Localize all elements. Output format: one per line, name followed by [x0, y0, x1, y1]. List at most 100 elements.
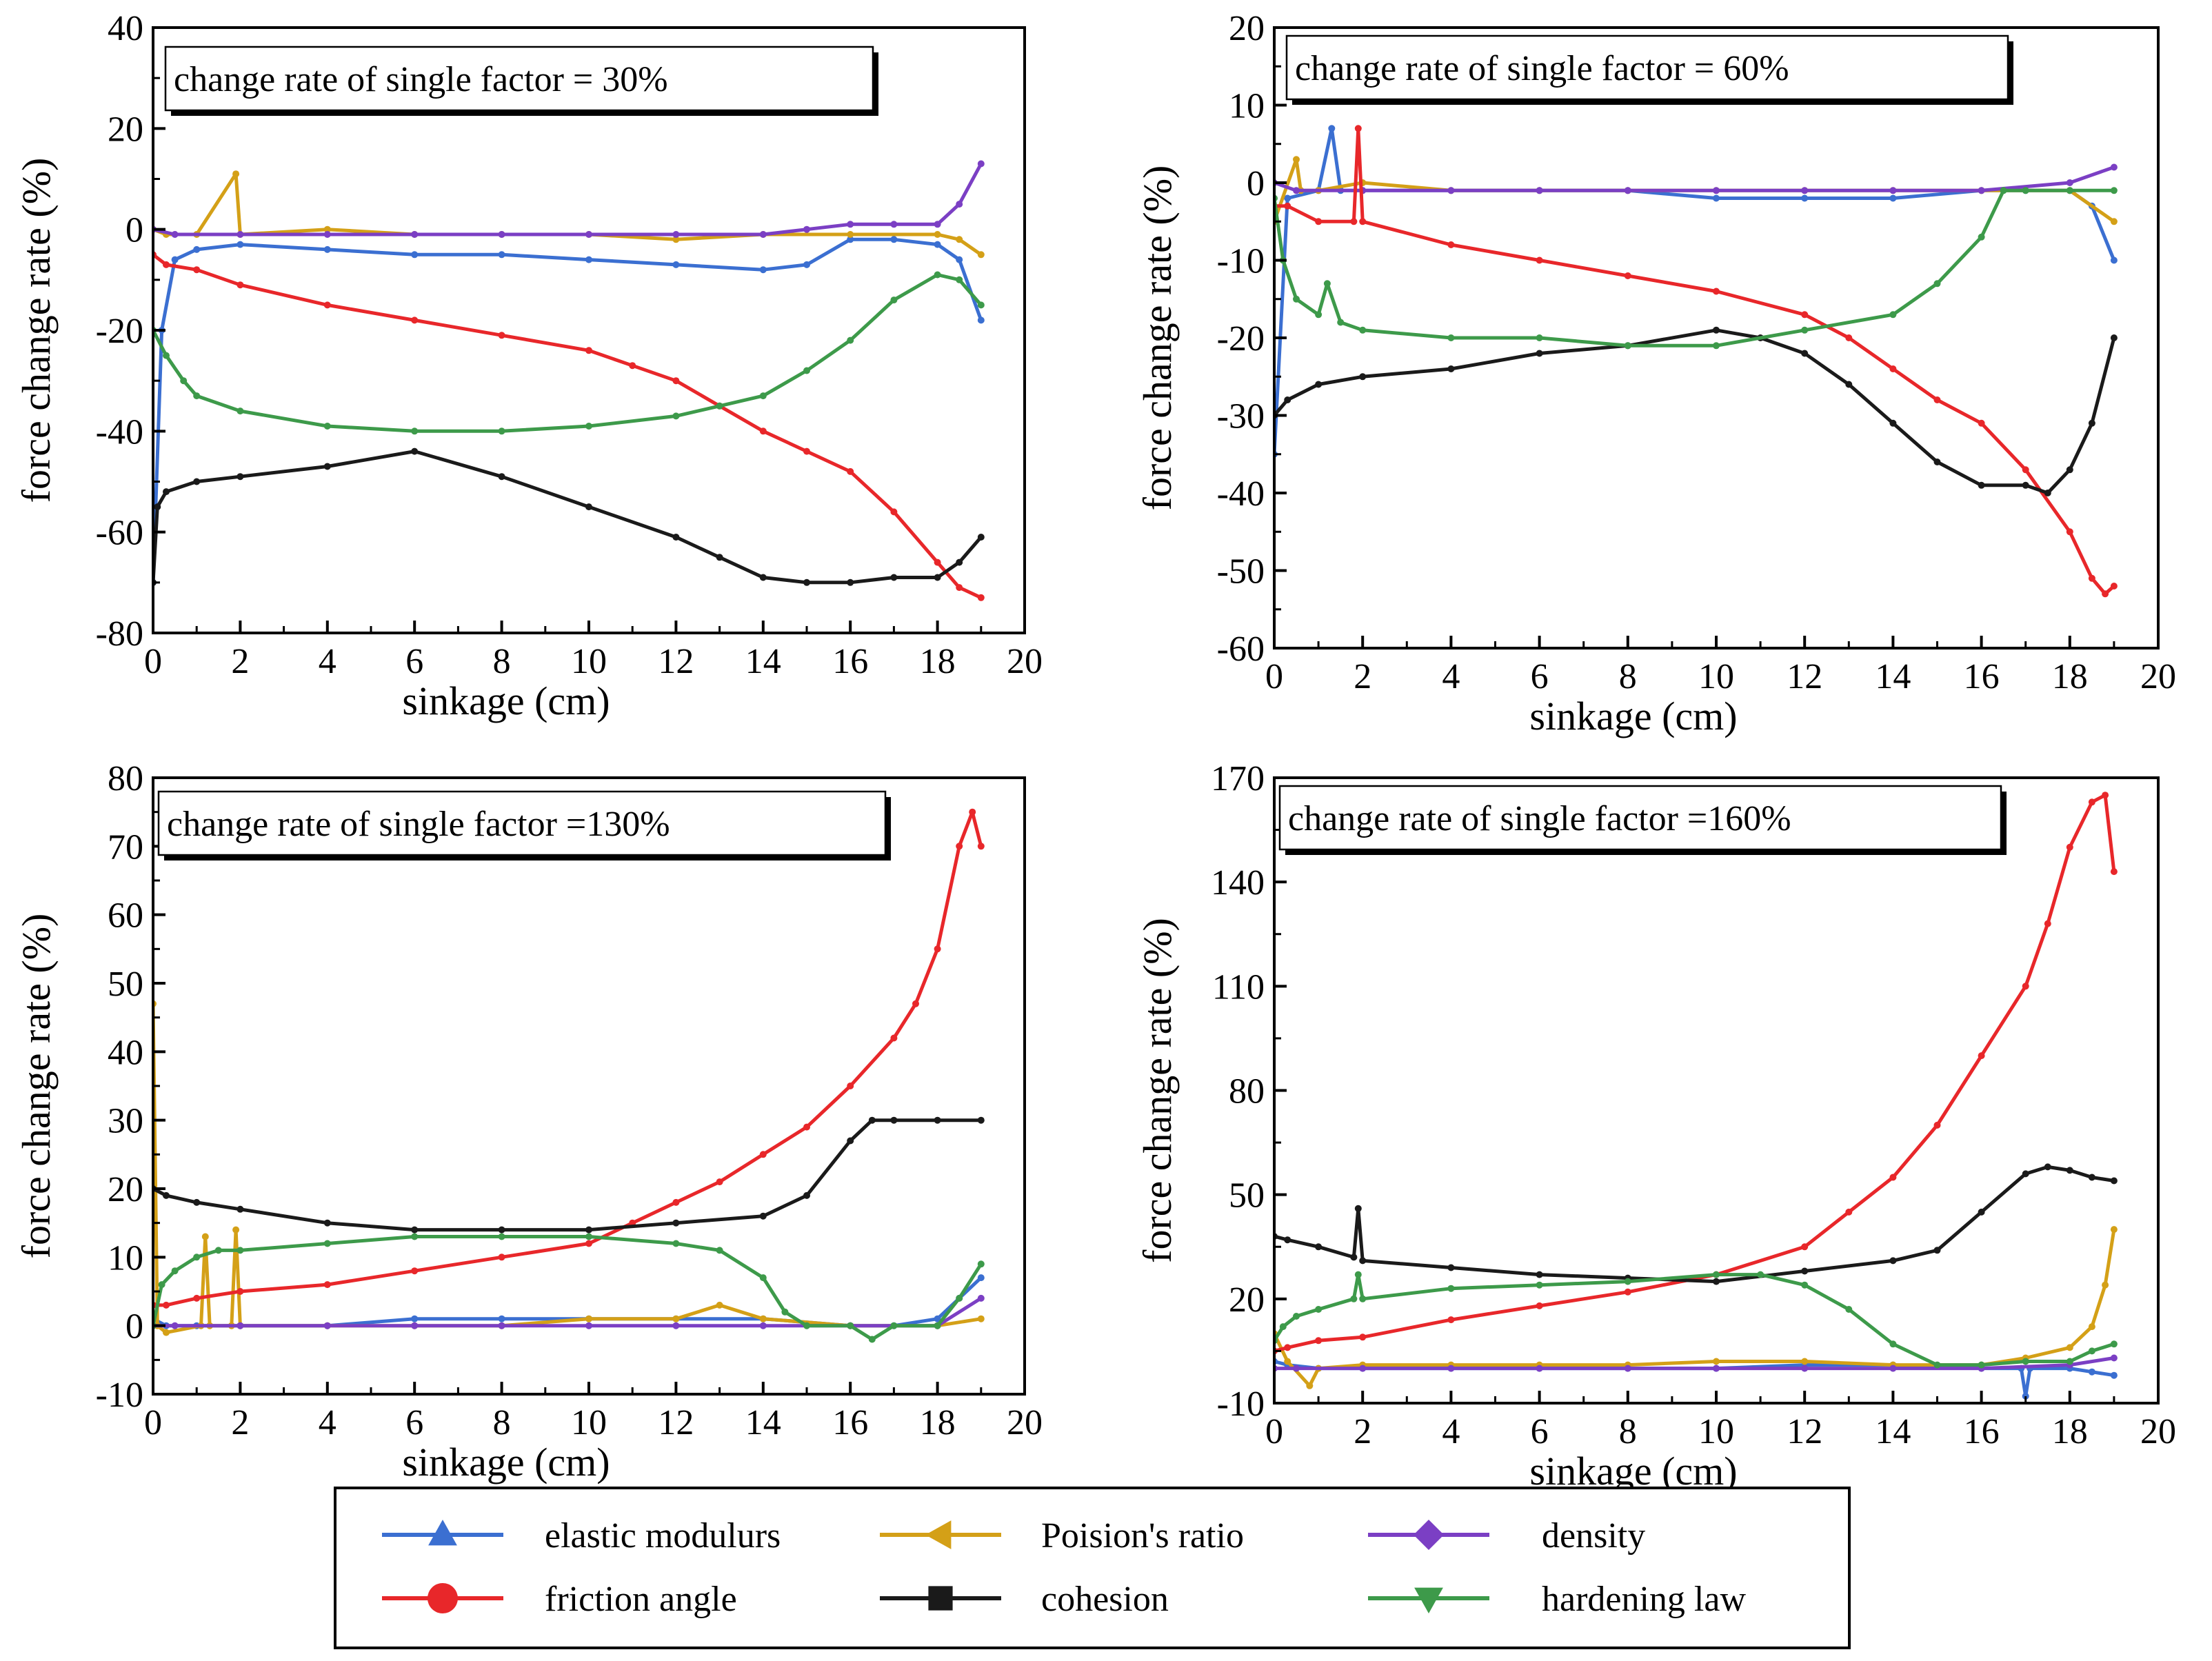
legend-item-cohesion: cohesion	[880, 1580, 1169, 1619]
data-point-density	[977, 160, 985, 168]
data-point-poision-s-ratio	[2110, 218, 2118, 225]
data-point-elastic-modulurs	[847, 236, 854, 243]
annotation-text: change rate of single factor = 30%	[174, 60, 668, 99]
data-point-friction-angle	[1359, 1333, 1367, 1341]
x-tick-label: 6	[1531, 1412, 1549, 1451]
data-point-elastic-modulurs	[2088, 1368, 2095, 1376]
data-point-poision-s-ratio	[977, 251, 985, 259]
data-point-friction-angle	[1536, 1302, 1543, 1309]
data-point-density	[498, 231, 505, 238]
annotation-box: change rate of single factor = 30%	[164, 46, 878, 116]
series-line-hardening-law	[1274, 188, 2114, 348]
y-tick-label: 60	[108, 896, 143, 936]
series-line-friction-angle	[1274, 793, 2116, 1353]
data-point-hardening-law	[890, 1322, 898, 1329]
y-tick-label: 170	[1211, 759, 1265, 798]
y-tick-label: 20	[108, 110, 143, 149]
data-point-cohesion	[934, 1116, 941, 1124]
data-point-density	[1536, 187, 1543, 194]
chart-panel-4: 0 2 4 6 8 10 12 14 16 18 20 -10 20 50 80 110 140 170 sinka…	[1135, 759, 2176, 1493]
data-point-cohesion	[1284, 396, 1291, 403]
data-point-cohesion	[498, 473, 505, 481]
data-point-cohesion	[411, 1226, 419, 1234]
y-tick-label: -20	[1217, 319, 1265, 359]
data-point-poision-s-ratio	[1293, 156, 1300, 163]
data-point-elastic-modulurs	[977, 1274, 985, 1282]
x-axis-title: sinkage (cm)	[402, 678, 610, 723]
data-point-cohesion	[1315, 381, 1323, 388]
charts-layer: 0 2 4 6 8 10 12 14 16 18 20-80-60-40-2002040sinkag…	[14, 9, 2176, 1493]
plot-frame	[152, 776, 1026, 1396]
data-point-friction-angle	[1978, 1052, 1985, 1060]
x-tick-label: 16	[1964, 657, 2000, 696]
data-point-cohesion	[1350, 1254, 1358, 1261]
data-point-hardening-law	[2066, 187, 2073, 194]
x-tick-label: 12	[658, 1403, 694, 1442]
data-point-friction-angle	[2066, 528, 2073, 536]
data-point-cohesion	[1933, 1247, 1941, 1254]
data-point-cohesion	[498, 1226, 505, 1234]
data-point-friction-angle	[847, 467, 854, 475]
data-point-density	[2066, 179, 2073, 186]
data-point-hardening-law	[977, 301, 985, 309]
data-point-elastic-modulurs	[411, 251, 419, 259]
data-point-friction-angle	[163, 261, 170, 268]
y-tick-label: 80	[1229, 1072, 1265, 1111]
data-point-cohesion	[1889, 419, 1897, 427]
data-point-cohesion	[163, 488, 170, 496]
data-point-density	[323, 1322, 331, 1329]
legend: elastic modulurs Poision's ratio density fr…	[334, 1487, 1851, 1649]
triangle-up-icon	[428, 1520, 457, 1546]
data-point-elastic-modulurs	[193, 245, 201, 253]
data-point-cohesion	[2110, 1177, 2118, 1185]
data-point-friction-angle	[411, 1267, 419, 1275]
x-tick-label: 2	[1354, 657, 1371, 696]
data-point-friction-angle	[912, 1000, 919, 1007]
data-point-density	[171, 1322, 179, 1329]
series-line-density	[153, 1296, 983, 1328]
data-point-density	[1713, 1365, 1720, 1372]
y-axis-title: force change rate (%)	[1135, 165, 1180, 511]
data-point-density	[1447, 1365, 1455, 1372]
legend-label: friction angle	[545, 1580, 737, 1619]
series-group	[153, 160, 985, 601]
data-point-friction-angle	[1536, 256, 1543, 264]
data-point-cohesion	[193, 478, 201, 485]
data-point-friction-angle	[498, 1254, 505, 1261]
data-point-friction-angle	[585, 347, 592, 354]
data-point-elastic-modulurs	[1328, 125, 1336, 132]
y-tick-label: -40	[96, 412, 143, 452]
data-point-cohesion	[2022, 1170, 2029, 1178]
data-point-friction-angle	[323, 301, 331, 309]
legend-label: density	[1542, 1516, 1645, 1556]
data-point-friction-angle	[716, 1178, 723, 1186]
data-point-hardening-law	[1713, 1271, 1720, 1278]
data-point-friction-angle	[498, 332, 505, 339]
x-tick-label: 4	[1442, 1412, 1460, 1451]
data-point-density	[1624, 1365, 1631, 1372]
data-point-poision-s-ratio	[201, 1233, 209, 1240]
data-point-hardening-law	[1354, 1271, 1362, 1278]
data-point-cohesion	[154, 503, 161, 511]
data-point-cohesion	[1845, 381, 1853, 388]
x-tick-label: 6	[1531, 657, 1549, 696]
data-point-friction-angle	[1359, 218, 1367, 225]
data-point-hardening-law	[1801, 1281, 1809, 1289]
data-point-cohesion	[1447, 365, 1455, 372]
data-point-friction-angle	[2022, 983, 2029, 990]
data-point-friction-angle	[969, 808, 976, 816]
data-point-friction-angle	[1447, 1316, 1455, 1324]
data-point-hardening-law	[2022, 187, 2029, 194]
data-point-density	[498, 1322, 505, 1329]
x-tick-label: 20	[1007, 642, 1043, 681]
x-tick-label: 0	[1265, 657, 1283, 696]
data-point-hardening-law	[1624, 342, 1631, 350]
data-point-cohesion	[585, 1226, 592, 1234]
data-point-hardening-law	[759, 1274, 767, 1282]
data-point-hardening-law	[1359, 326, 1367, 334]
y-axis-title: force change rate (%)	[1135, 918, 1180, 1263]
legend-label: cohesion	[1041, 1580, 1169, 1619]
data-point-poision-s-ratio	[977, 1315, 985, 1322]
data-point-poision-s-ratio	[2102, 1281, 2109, 1289]
y-tick-label: 50	[1229, 1176, 1265, 1216]
